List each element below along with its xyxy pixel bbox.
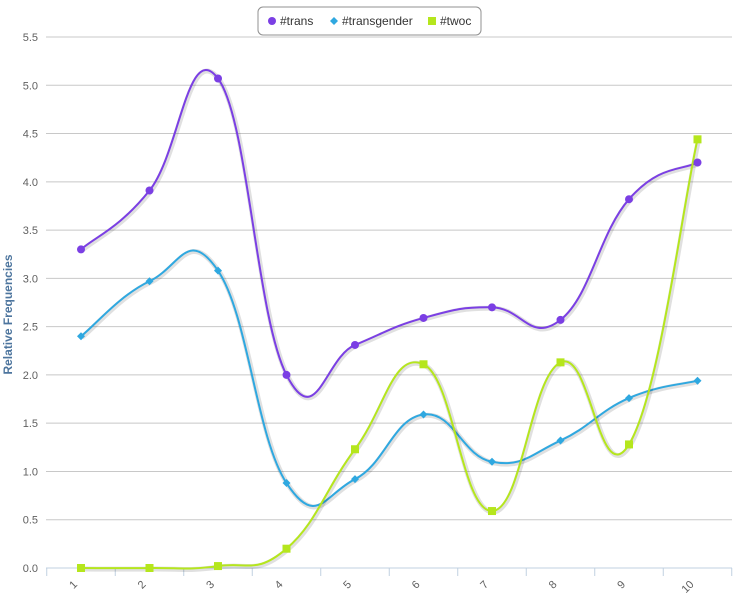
legend-marker-icon[interactable] <box>330 17 338 25</box>
x-tick-label: 7 <box>478 579 491 592</box>
data-point[interactable] <box>77 245 85 254</box>
data-point[interactable] <box>419 410 428 419</box>
data-point[interactable] <box>214 266 222 275</box>
data-point[interactable] <box>282 479 291 488</box>
series-shadow <box>81 139 701 572</box>
y-tick-label: 4.0 <box>23 177 38 189</box>
x-tick-label: 2 <box>136 579 149 592</box>
data-point[interactable] <box>488 457 496 466</box>
data-point[interactable] <box>351 475 359 484</box>
legend-label: #transgender <box>342 14 413 28</box>
y-tick-label: 5.0 <box>23 80 38 92</box>
data-point[interactable] <box>145 186 154 195</box>
x-tick-label: 3 <box>204 579 217 592</box>
series-line <box>80 249 698 507</box>
y-tick-label: 1.0 <box>23 466 38 478</box>
data-point[interactable] <box>625 440 633 449</box>
series-shadow <box>80 68 700 401</box>
data-point[interactable] <box>351 445 359 454</box>
x-tick-label: 8 <box>547 579 560 592</box>
data-point[interactable] <box>556 436 565 445</box>
data-point[interactable] <box>282 370 291 379</box>
data-point[interactable] <box>625 394 633 403</box>
data-point[interactable] <box>214 562 222 571</box>
legend-label: #twoc <box>440 14 471 28</box>
x-tick-label: 10 <box>679 579 696 596</box>
series-line <box>80 69 698 398</box>
data-point[interactable] <box>556 358 565 367</box>
series-shadow <box>80 248 700 510</box>
data-point[interactable] <box>693 135 702 144</box>
data-point[interactable] <box>488 303 496 312</box>
data-point[interactable] <box>556 315 565 324</box>
x-tick-label: 5 <box>341 579 354 592</box>
x-tick-label: 4 <box>273 579 286 592</box>
legend-item[interactable]: #transgender <box>330 14 413 28</box>
y-tick-label: 5.5 <box>23 32 38 44</box>
y-tick-label: 4.5 <box>23 129 38 141</box>
legend-marker-icon[interactable] <box>428 17 436 25</box>
data-point[interactable] <box>625 195 633 204</box>
legend-label: #trans <box>280 14 313 28</box>
x-tick-label: 6 <box>410 579 423 592</box>
grid-lines <box>46 36 732 521</box>
data-point[interactable] <box>145 564 154 572</box>
data-markers[interactable] <box>77 74 702 572</box>
x-tick-label: 1 <box>67 579 80 592</box>
data-point[interactable] <box>419 360 428 369</box>
data-point[interactable] <box>214 74 222 83</box>
y-tick-label: 2.5 <box>23 322 38 334</box>
y-tick-label: 3.0 <box>23 273 38 285</box>
series-lines <box>80 68 701 572</box>
legend-item[interactable]: #twoc <box>428 14 471 28</box>
y-axis-title: Relative Frequencies <box>1 254 15 374</box>
data-point[interactable] <box>351 340 359 349</box>
axes: 0.0 0.5 1.0 1.5 2.0 2.5 3.0 3.5 4.0 4.5 5.0 5.5 1 2 3 4… <box>23 32 733 596</box>
y-tick-label: 1.5 <box>23 418 38 430</box>
y-tick-label: 3.5 <box>23 225 38 237</box>
data-point[interactable] <box>282 544 291 553</box>
legend-item[interactable]: #trans <box>268 14 313 28</box>
y-tick-label: 0.0 <box>23 563 38 575</box>
y-tick-label: 2.0 <box>23 370 38 382</box>
data-point[interactable] <box>693 376 702 385</box>
data-point[interactable] <box>693 158 702 167</box>
legend[interactable]: #trans #transgender #twoc <box>257 6 482 36</box>
legend-box <box>257 6 482 36</box>
y-tick-label: 0.5 <box>23 515 38 527</box>
data-point[interactable] <box>419 313 428 322</box>
x-tick-label: 9 <box>615 579 628 592</box>
data-point[interactable] <box>145 277 154 286</box>
data-point[interactable] <box>488 507 496 516</box>
data-point[interactable] <box>77 564 85 572</box>
data-point[interactable] <box>77 332 85 341</box>
series-line <box>80 139 699 570</box>
legend-marker-icon[interactable] <box>268 17 276 25</box>
